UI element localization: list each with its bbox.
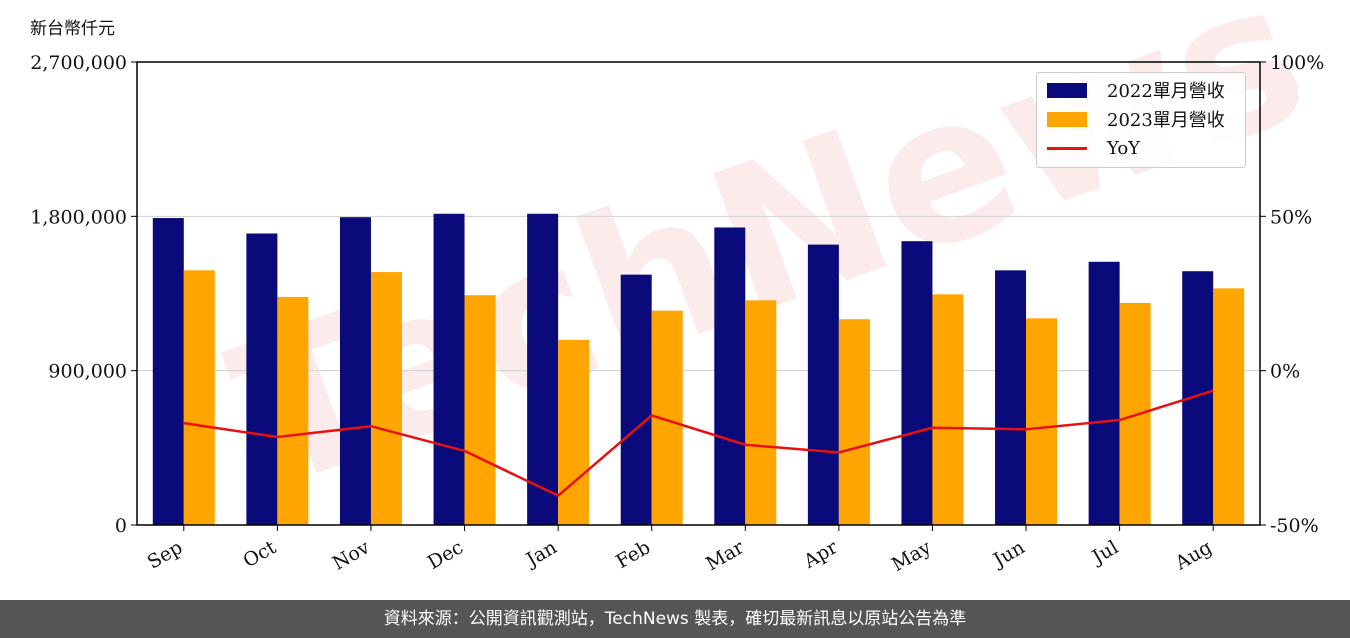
y2-tick-label: 0% [1270,361,1300,383]
y2-tick-label: 50% [1270,206,1312,228]
y-tick-label: 1,800,000 [30,206,127,228]
bar-2023-aug [1213,288,1245,525]
x-tick-label-aug: Aug [1171,536,1216,575]
bar-2022-jan [527,213,559,525]
bar-2023-dec [464,295,496,525]
x-tick-label-jun: Jun [988,536,1029,572]
yoy-line [183,389,1214,497]
bar-2022-sep [152,218,184,525]
legend-item-yoy: YoY [1047,135,1140,161]
x-tick-label-oct: Oct [240,536,281,572]
legend-label-yoy: YoY [1107,137,1141,159]
y-axis-unit-label: 新台幣仟元 [30,19,115,39]
x-tick-label-feb: Feb [612,536,654,573]
bar-2022-mar [714,227,746,526]
legend-swatch-2023 [1047,111,1087,127]
x-tick-label-apr: Apr [799,536,842,573]
y-tick-label: 2,700,000 [30,52,127,74]
legend-item-2023: 2023單月營收 [1047,106,1225,132]
bar-2022-oct [246,233,278,525]
bar-2023-oct [277,296,309,525]
bar-2022-feb [620,274,652,525]
x-tick-label-sep: Sep [144,536,187,573]
chart-legend: 2022單月營收 2023單月營收 YoY [1036,72,1246,168]
bar-2023-apr [838,319,870,525]
x-tick-label-mar: Mar [702,536,748,575]
bar-2023-jun [1026,318,1058,525]
bar-2023-jan [558,339,590,525]
legend-item-2022: 2022單月營收 [1047,77,1225,103]
legend-swatch-2022 [1047,82,1087,98]
bar-2022-dec [433,213,465,525]
bar-2022-jul [1088,261,1120,525]
bar-2022-jun [995,270,1027,525]
x-tick-label-may: May [888,536,935,576]
plot-frame [136,61,1261,526]
bar-2023-sep [183,270,215,525]
bar-2022-nov [339,217,371,525]
legend-line-yoy [1047,146,1087,150]
source-footer: 資料來源：公開資訊觀測站，TechNews 製表，確切最新訊息以原站公告為準 [0,600,1350,638]
x-tick-label-jul: Jul [1087,536,1122,569]
y2-tick-label: 100% [1270,52,1324,74]
y2-tick-label: -50% [1270,515,1319,537]
y-tick-label: 0 [115,515,127,537]
bar-2023-mar [745,300,777,525]
x-tick-label-nov: Nov [329,536,374,575]
y-tick-label: 900,000 [48,361,127,383]
x-tick-label-dec: Dec [424,536,467,574]
legend-label-2023: 2023單月營收 [1107,110,1225,131]
bar-2023-nov [370,272,402,525]
legend-label-2022: 2022單月營收 [1107,81,1225,102]
bar-2022-may [901,241,933,525]
bar-2023-may [932,294,964,525]
x-tick-label-jan: Jan [521,536,561,572]
bar-2022-apr [807,244,839,525]
